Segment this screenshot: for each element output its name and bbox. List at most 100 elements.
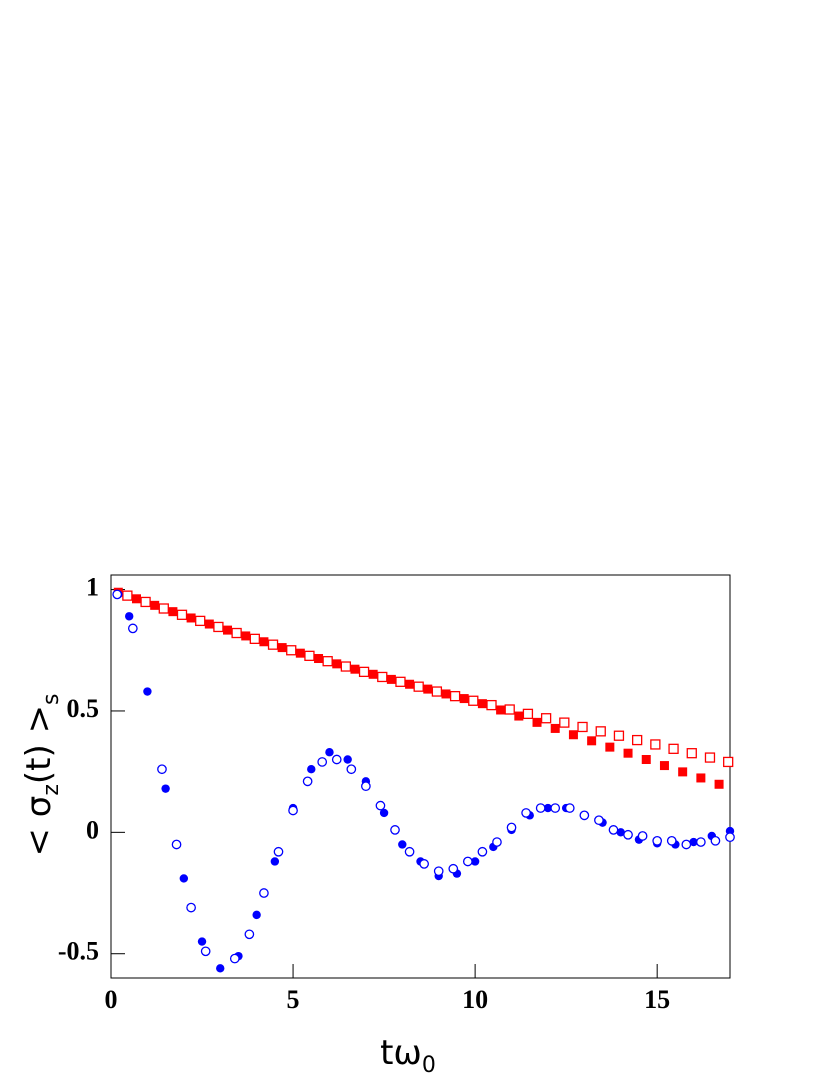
point <box>140 596 151 608</box>
point <box>532 717 542 727</box>
point <box>540 713 552 724</box>
point <box>229 953 240 964</box>
y-label-sub: z <box>39 784 64 796</box>
point <box>252 910 261 920</box>
point <box>696 773 706 783</box>
point <box>379 808 389 818</box>
point <box>241 631 251 641</box>
y-axis-label: < σz(t) >s <box>19 693 64 856</box>
point <box>595 726 606 737</box>
point <box>131 594 141 604</box>
point <box>587 736 597 746</box>
point <box>652 835 663 846</box>
x-tick-label: 10 <box>462 985 488 1014</box>
y-tick-label: 1 <box>86 573 99 602</box>
point <box>543 803 553 813</box>
point <box>419 859 429 869</box>
point <box>223 625 233 635</box>
x-axis-label: tω0 <box>380 1033 436 1075</box>
point <box>641 755 651 765</box>
point <box>613 730 625 741</box>
point <box>158 603 169 614</box>
point <box>176 609 188 620</box>
point <box>723 756 734 768</box>
point <box>689 837 698 847</box>
point <box>725 832 735 843</box>
point <box>186 902 196 913</box>
point <box>714 779 724 789</box>
point <box>668 743 679 754</box>
point <box>200 946 211 957</box>
point <box>632 734 643 746</box>
point <box>594 815 604 826</box>
point <box>506 822 517 833</box>
point <box>550 803 561 813</box>
y-label-part: (t) > <box>19 705 59 784</box>
point <box>125 612 134 621</box>
point <box>448 863 459 874</box>
x-tick-label: 0 <box>105 985 118 1014</box>
point <box>710 835 721 846</box>
point <box>681 839 692 850</box>
point <box>605 742 615 752</box>
point <box>270 857 280 866</box>
point <box>302 776 313 787</box>
point <box>398 840 407 849</box>
x-label-main: tω <box>380 1033 422 1073</box>
point <box>350 664 360 674</box>
point <box>331 754 342 765</box>
point <box>468 695 479 706</box>
point <box>477 699 487 709</box>
point <box>395 676 406 687</box>
point <box>273 846 284 857</box>
point <box>195 615 206 627</box>
point <box>122 590 133 601</box>
point <box>433 866 444 877</box>
point <box>608 825 619 835</box>
point <box>314 654 324 664</box>
point <box>550 723 560 733</box>
point <box>375 800 386 811</box>
point <box>522 708 534 720</box>
point <box>204 619 214 629</box>
point <box>404 846 415 857</box>
point <box>286 645 297 656</box>
point <box>171 839 182 850</box>
point <box>288 805 298 816</box>
x-label-sub: 0 <box>422 1053 436 1075</box>
point <box>579 810 590 821</box>
point <box>231 627 242 639</box>
point <box>623 829 633 840</box>
x-tick-label: 15 <box>644 985 670 1014</box>
point <box>127 623 138 634</box>
point <box>686 748 697 759</box>
point <box>249 633 260 644</box>
point <box>390 825 400 835</box>
point <box>459 694 469 704</box>
point <box>368 669 378 679</box>
point <box>157 764 167 775</box>
point <box>441 689 451 699</box>
point <box>504 704 515 715</box>
y-tick-label: -0.5 <box>58 937 99 966</box>
point <box>161 784 170 793</box>
point <box>244 929 255 940</box>
point <box>295 648 305 658</box>
y-tick-label: 0 <box>86 815 99 844</box>
point <box>564 803 575 813</box>
point <box>304 650 315 661</box>
y-label-part: < σ <box>19 796 59 857</box>
y-tick-label: 0.5 <box>67 694 100 723</box>
point <box>317 757 328 767</box>
point <box>340 661 352 672</box>
point <box>213 621 224 633</box>
point <box>477 846 488 857</box>
point <box>259 888 269 898</box>
point <box>666 835 677 846</box>
point <box>143 687 152 696</box>
point <box>413 681 424 692</box>
point <box>449 690 461 702</box>
point <box>197 937 207 946</box>
point <box>559 717 570 728</box>
